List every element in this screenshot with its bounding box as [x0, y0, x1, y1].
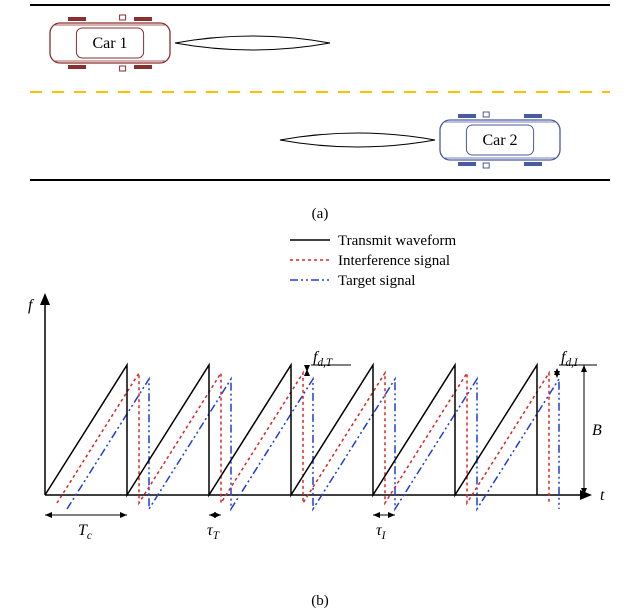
interference-signal [57, 373, 549, 503]
car-1-label: Car 1 [92, 35, 127, 52]
svg-text:Tc: Tc [78, 522, 92, 542]
car-2-label: Car 2 [482, 132, 517, 149]
legend-label: Target signal [338, 273, 415, 289]
legend: Transmit waveform Interference signal Targ… [290, 233, 457, 289]
caption-a: (a) [312, 206, 329, 222]
annotations: Tc τT τI Bfd,T fd,I [45, 349, 602, 542]
scene-b: Transmit waveform Interference signal Targ… [0, 225, 640, 615]
legend-label: Interference signal [338, 253, 450, 269]
radar-beam-1 [175, 36, 330, 50]
chirp-waveforms [45, 365, 559, 509]
svg-text:B: B [592, 422, 602, 439]
radar-beam-2 [280, 133, 435, 147]
svg-text:τI: τI [376, 522, 387, 542]
target-signal [67, 379, 559, 509]
svg-text:fd,I: fd,I [561, 349, 579, 369]
axes: ft [28, 293, 605, 504]
legend-label: Transmit waveform [338, 233, 457, 249]
svg-text:τT: τT [207, 522, 220, 542]
x-axis-label: t [600, 487, 605, 504]
caption-b: (b) [311, 593, 329, 609]
transmit-waveform [45, 365, 537, 495]
svg-text:fd,T: fd,T [313, 349, 333, 369]
scene-a: Car 1 Car 2 (a) [0, 0, 640, 225]
y-axis-label: f [28, 297, 35, 314]
